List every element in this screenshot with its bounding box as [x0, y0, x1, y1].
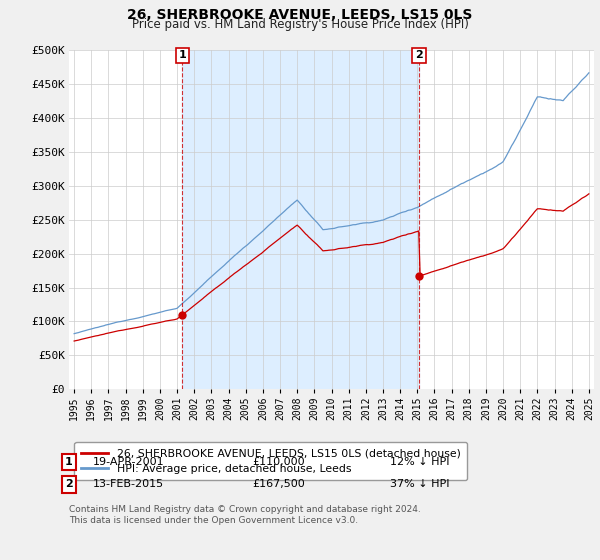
Text: 1: 1	[178, 50, 186, 60]
Text: Price paid vs. HM Land Registry's House Price Index (HPI): Price paid vs. HM Land Registry's House …	[131, 18, 469, 31]
Legend: 26, SHERBROOKE AVENUE, LEEDS, LS15 0LS (detached house), HPI: Average price, det: 26, SHERBROOKE AVENUE, LEEDS, LS15 0LS (…	[74, 442, 467, 480]
Text: Contains HM Land Registry data © Crown copyright and database right 2024.
This d: Contains HM Land Registry data © Crown c…	[69, 505, 421, 525]
Text: 1: 1	[65, 457, 73, 467]
Text: 37% ↓ HPI: 37% ↓ HPI	[390, 479, 449, 489]
Text: 12% ↓ HPI: 12% ↓ HPI	[390, 457, 449, 467]
Text: 2: 2	[65, 479, 73, 489]
Text: £167,500: £167,500	[252, 479, 305, 489]
Text: 26, SHERBROOKE AVENUE, LEEDS, LS15 0LS: 26, SHERBROOKE AVENUE, LEEDS, LS15 0LS	[127, 8, 473, 22]
Text: 19-APR-2001: 19-APR-2001	[93, 457, 164, 467]
Text: 13-FEB-2015: 13-FEB-2015	[93, 479, 164, 489]
Text: 2: 2	[415, 50, 423, 60]
Bar	[182, 50, 419, 389]
Text: £110,000: £110,000	[252, 457, 305, 467]
